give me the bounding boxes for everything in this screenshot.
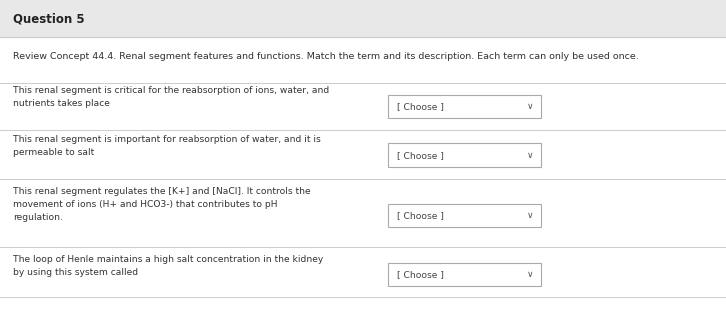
Text: [ Choose ]: [ Choose ] — [397, 211, 444, 220]
FancyBboxPatch shape — [0, 0, 726, 37]
Text: [ Choose ]: [ Choose ] — [397, 151, 444, 160]
Text: ∨: ∨ — [526, 102, 534, 111]
Text: Review Concept 44.4. Renal segment features and functions. Match the term and it: Review Concept 44.4. Renal segment featu… — [13, 52, 639, 61]
Text: The loop of Henle maintains a high salt concentration in the kidney
by using thi: The loop of Henle maintains a high salt … — [13, 255, 323, 277]
FancyBboxPatch shape — [388, 203, 541, 227]
Text: [ Choose ]: [ Choose ] — [397, 270, 444, 279]
FancyBboxPatch shape — [0, 37, 726, 325]
Text: This renal segment regulates the [K+] and [NaCl]. It controls the
movement of io: This renal segment regulates the [K+] an… — [13, 187, 311, 222]
FancyBboxPatch shape — [388, 144, 541, 167]
Text: ∨: ∨ — [526, 151, 534, 160]
FancyBboxPatch shape — [388, 263, 541, 286]
Text: Question 5: Question 5 — [13, 12, 85, 25]
FancyBboxPatch shape — [388, 95, 541, 118]
Text: ∨: ∨ — [526, 270, 534, 279]
Text: This renal segment is critical for the reabsorption of ions, water, and
nutrient: This renal segment is critical for the r… — [13, 86, 330, 108]
Text: ∨: ∨ — [526, 211, 534, 220]
Text: This renal segment is important for reabsorption of water, and it is
permeable t: This renal segment is important for reab… — [13, 135, 321, 157]
Text: [ Choose ]: [ Choose ] — [397, 102, 444, 111]
